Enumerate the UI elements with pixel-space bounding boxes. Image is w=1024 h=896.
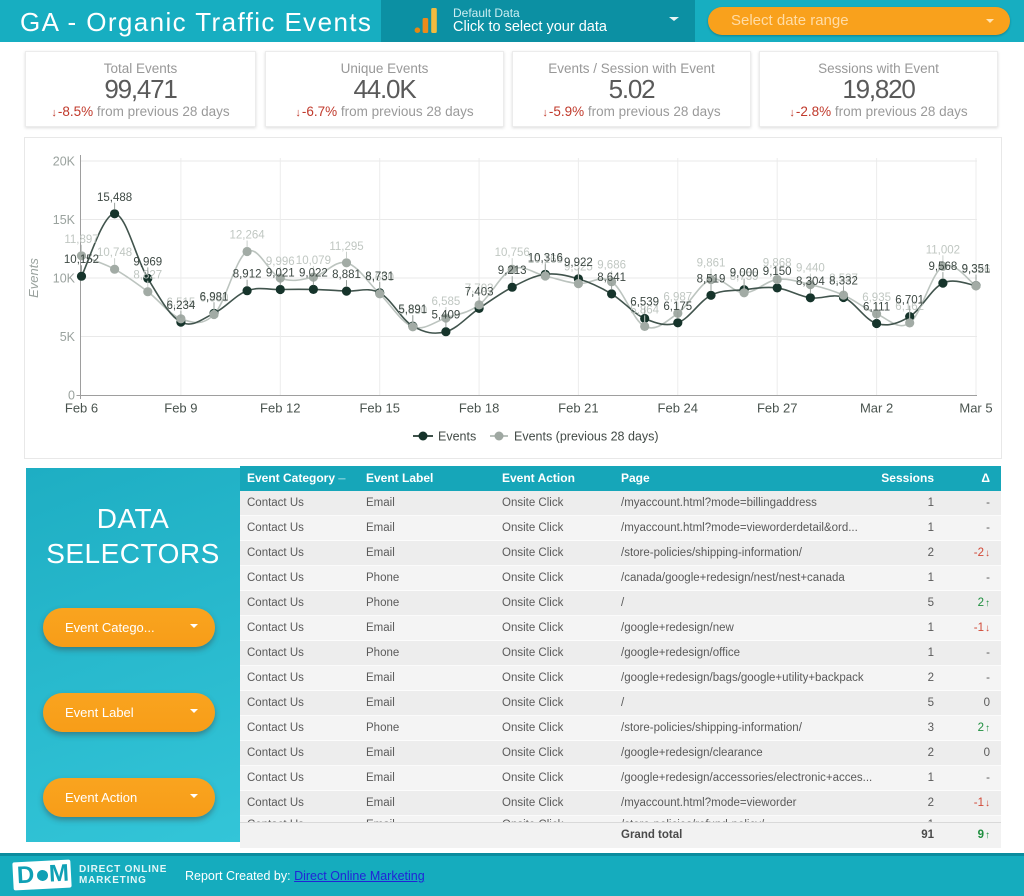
svg-text:Feb 21: Feb 21 [558, 401, 598, 416]
svg-text:0: 0 [68, 389, 75, 403]
svg-text:10,152: 10,152 [64, 254, 99, 266]
svg-text:10,168: 10,168 [528, 254, 563, 266]
svg-text:10K: 10K [53, 272, 76, 286]
svg-text:9,996: 9,996 [266, 256, 295, 268]
svg-text:9,440: 9,440 [796, 263, 825, 275]
svg-text:12,264: 12,264 [230, 230, 266, 242]
svg-text:7,403: 7,403 [465, 286, 494, 298]
svg-text:5K: 5K [60, 330, 76, 344]
svg-text:9,021: 9,021 [266, 268, 295, 280]
svg-text:6,585: 6,585 [432, 296, 461, 308]
svg-text:20K: 20K [53, 155, 76, 169]
svg-text:15,488: 15,488 [97, 192, 132, 204]
svg-text:9,525: 9,525 [564, 262, 593, 274]
svg-text:9,568: 9,568 [929, 261, 958, 273]
svg-text:6,175: 6,175 [663, 301, 692, 313]
svg-text:6,935: 6,935 [862, 292, 891, 304]
svg-text:Mar 5: Mar 5 [959, 401, 992, 416]
svg-text:6,987: 6,987 [663, 291, 692, 303]
svg-text:10,756: 10,756 [495, 247, 530, 259]
svg-text:6,880: 6,880 [200, 293, 229, 305]
svg-text:Feb 18: Feb 18 [459, 401, 499, 416]
svg-text:10,316: 10,316 [528, 252, 563, 264]
svg-text:9,000: 9,000 [730, 268, 759, 280]
svg-text:Feb 12: Feb 12 [260, 401, 300, 416]
svg-text:9,150: 9,150 [763, 266, 792, 278]
svg-text:6,515: 6,515 [167, 297, 196, 309]
svg-text:9,022: 9,022 [299, 267, 328, 279]
svg-text:Feb 24: Feb 24 [658, 401, 698, 416]
svg-text:6,981: 6,981 [200, 291, 229, 303]
svg-text:11,897: 11,897 [64, 234, 98, 246]
svg-text:Events: Events [438, 430, 476, 444]
svg-text:9,922: 9,922 [564, 257, 593, 269]
svg-text:8,332: 8,332 [829, 276, 858, 288]
svg-text:9,326: 9,326 [962, 264, 991, 276]
svg-text:5,830: 5,830 [398, 305, 427, 317]
svg-text:6,111: 6,111 [863, 302, 890, 314]
svg-text:15K: 15K [53, 213, 76, 227]
svg-text:9,868: 9,868 [763, 258, 792, 270]
svg-text:9,686: 9,686 [597, 260, 626, 272]
svg-text:5,409: 5,409 [432, 310, 461, 322]
svg-text:Mar 2: Mar 2 [860, 401, 893, 416]
svg-text:8,912: 8,912 [233, 269, 262, 281]
svg-text:10,079: 10,079 [296, 255, 331, 267]
svg-text:6,234: 6,234 [167, 300, 196, 312]
svg-text:8,519: 8,519 [697, 273, 726, 285]
svg-text:8,641: 8,641 [597, 272, 626, 284]
svg-text:9,351: 9,351 [962, 264, 991, 276]
svg-text:11,295: 11,295 [329, 241, 363, 253]
svg-text:Feb 15: Feb 15 [359, 401, 399, 416]
svg-text:9,969: 9,969 [133, 256, 162, 268]
svg-text:Feb 27: Feb 27 [757, 401, 797, 416]
svg-text:8,650: 8,650 [365, 272, 394, 284]
svg-text:8,827: 8,827 [133, 270, 162, 282]
svg-text:Events: Events [26, 258, 41, 298]
svg-text:11,002: 11,002 [926, 244, 960, 256]
svg-text:5,891: 5,891 [398, 304, 427, 316]
svg-text:7,703: 7,703 [465, 283, 494, 295]
svg-text:10,748: 10,748 [97, 247, 132, 259]
svg-text:6,701: 6,701 [895, 295, 924, 307]
svg-text:8,731: 8,731 [365, 271, 394, 283]
svg-text:Events (previous 28 days): Events (previous 28 days) [514, 430, 659, 444]
svg-text:8,304: 8,304 [796, 276, 825, 288]
svg-text:9,213: 9,213 [498, 265, 527, 277]
svg-text:8,881: 8,881 [332, 269, 361, 281]
svg-text:Feb 9: Feb 9 [164, 401, 197, 416]
svg-text:Feb 6: Feb 6 [65, 401, 98, 416]
svg-text:9,861: 9,861 [697, 258, 726, 270]
svg-text:8,739: 8,739 [730, 271, 759, 283]
svg-text:8,537: 8,537 [829, 273, 858, 285]
svg-text:6,539: 6,539 [630, 297, 659, 309]
